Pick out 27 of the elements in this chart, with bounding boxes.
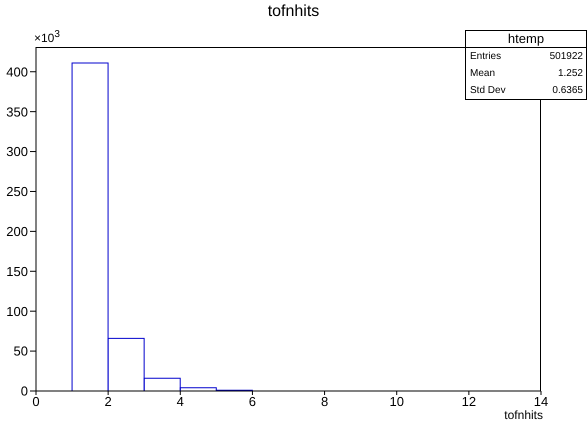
annotation: Entries	[470, 51, 502, 62]
x-tick-label: 14	[534, 394, 548, 410]
y-tick-label: 0	[20, 384, 28, 399]
x-tick-label: 6	[248, 394, 256, 410]
text: 501922	[550, 51, 583, 62]
y-tick-label: 50	[14, 344, 28, 359]
annotation: Std Dev	[470, 85, 506, 96]
y-tick-label: 150	[6, 264, 28, 279]
x-tick-label: 10	[389, 394, 404, 410]
annotation: Mean	[470, 68, 496, 79]
x-tick-label: 8	[320, 394, 328, 410]
y-tick-label: 250	[6, 184, 28, 200]
text: htemp	[466, 31, 586, 48]
y-tick-label: 300	[6, 144, 28, 160]
x-axis-title: tofnhits	[504, 408, 543, 422]
text: 1.252	[558, 68, 583, 79]
chart-title: tofnhits	[266, 3, 320, 21]
text: 0.6365	[552, 85, 583, 96]
y-tick-label: 100	[6, 304, 28, 319]
x-tick-label: 12	[462, 394, 476, 410]
x-tick-label: 4	[176, 394, 184, 410]
x-tick-label: 2	[104, 394, 112, 410]
x-tick-label: 0	[32, 394, 40, 410]
text: ×10$^{3}$	[34, 29, 60, 45]
y-tick-label: 350	[6, 104, 28, 120]
y-tick-label: 200	[6, 224, 28, 239]
y-tick-label: 400	[6, 64, 28, 80]
